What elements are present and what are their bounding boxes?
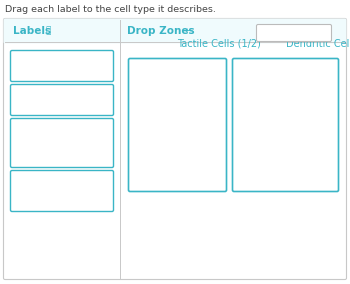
FancyBboxPatch shape — [128, 59, 226, 191]
Text: Receptors for
touch: Receptors for touch — [32, 56, 92, 76]
FancyBboxPatch shape — [257, 24, 331, 41]
Text: ←: ← — [185, 26, 193, 36]
FancyBboxPatch shape — [10, 118, 113, 168]
FancyBboxPatch shape — [10, 51, 113, 82]
FancyBboxPatch shape — [10, 85, 113, 116]
Text: Reset All: Reset All — [277, 28, 311, 37]
Text: Drop Zones: Drop Zones — [127, 26, 195, 36]
Text: ⓘ: ⓘ — [45, 26, 50, 36]
Text: Phagocytes that
ingest
pathogens of the
epidermis: Phagocytes that ingest pathogens of the … — [26, 123, 98, 163]
Text: Cells associated
with nervous-
system function: Cells associated with nervous- system fu… — [27, 176, 97, 206]
FancyBboxPatch shape — [10, 170, 113, 212]
Text: Cells of the
lymphatic system: Cells of the lymphatic system — [22, 90, 102, 110]
FancyBboxPatch shape — [4, 18, 346, 279]
FancyBboxPatch shape — [232, 59, 338, 191]
Text: Labels: Labels — [13, 26, 51, 36]
Text: Drag each label to the cell type it describes.: Drag each label to the cell type it desc… — [5, 5, 216, 14]
FancyBboxPatch shape — [4, 18, 346, 43]
Text: Tactile Cells (1/2): Tactile Cells (1/2) — [177, 38, 261, 48]
Text: Dendritic Cells (2/2): Dendritic Cells (2/2) — [286, 38, 350, 48]
